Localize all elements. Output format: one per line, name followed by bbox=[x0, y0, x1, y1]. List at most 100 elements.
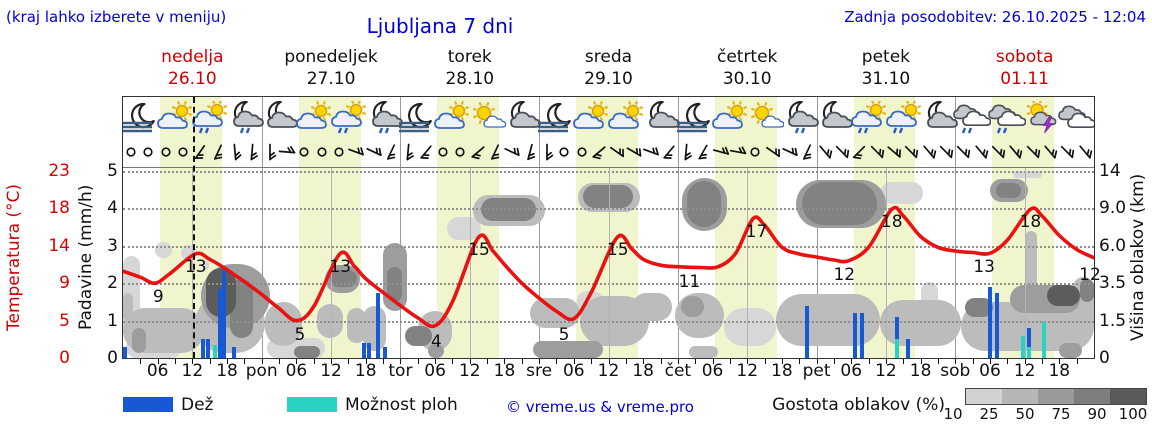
wind-barb-icon bbox=[642, 143, 660, 161]
time-tick bbox=[279, 358, 281, 364]
temperature-axis-title: Temperatura (°C) bbox=[4, 183, 24, 332]
weather-icon-sun-cloud-storm bbox=[1023, 101, 1061, 137]
time-label: 12 bbox=[875, 361, 897, 381]
temp-value-label: 5 bbox=[294, 324, 306, 345]
weather-icon-moon-cloud-rain bbox=[781, 101, 819, 137]
cloud-blob bbox=[428, 344, 444, 358]
time-label: 12 bbox=[458, 361, 481, 381]
rain-bar bbox=[1027, 328, 1032, 358]
rain-bar bbox=[205, 339, 210, 358]
cloud-blob bbox=[680, 296, 704, 317]
temp-value-label: 17 bbox=[745, 221, 768, 242]
shower-bar bbox=[1041, 322, 1046, 358]
time-tick bbox=[1007, 358, 1009, 364]
day-date: 27.10 bbox=[306, 69, 356, 89]
wind-barb-icon bbox=[261, 143, 279, 161]
wind-calm-icon bbox=[123, 143, 140, 161]
rain-bar bbox=[894, 316, 899, 358]
cloud-blob bbox=[154, 242, 173, 258]
wind-barb-icon bbox=[1024, 143, 1042, 161]
time-tick bbox=[799, 358, 801, 364]
wind-barb-icon bbox=[382, 143, 400, 161]
temp-value-label: 15 bbox=[606, 240, 629, 261]
day-abbrev-label: čet bbox=[664, 361, 692, 381]
weather-icon-clouds-rain bbox=[988, 101, 1027, 137]
wind-barb-icon bbox=[868, 143, 886, 161]
wind-barb-icon bbox=[902, 143, 920, 161]
wind-barb-icon bbox=[764, 143, 782, 161]
wind-barb-icon bbox=[972, 143, 990, 161]
time-label: 06 bbox=[979, 361, 1001, 381]
rain-bar bbox=[995, 292, 1000, 358]
time-tick bbox=[903, 358, 905, 364]
time-tick bbox=[175, 358, 177, 364]
time-tick bbox=[591, 358, 593, 364]
rain-bar bbox=[201, 339, 206, 358]
wind-barb-icon bbox=[365, 143, 383, 161]
cloud-density-scale-segment bbox=[1002, 389, 1038, 404]
day-date: 31.10 bbox=[861, 69, 911, 89]
temp-value-label: 13 bbox=[329, 257, 352, 278]
rain-legend-label: Dež bbox=[181, 395, 214, 415]
time-label: 12 bbox=[1013, 361, 1036, 381]
time-tick bbox=[539, 358, 541, 364]
wind-barb-icon bbox=[660, 143, 678, 161]
day-name: sreda bbox=[584, 47, 633, 67]
day-date: 01.11 bbox=[1000, 69, 1049, 89]
wind-barb-icon bbox=[608, 143, 626, 161]
noon-gridline bbox=[1024, 168, 1026, 358]
cloud-density-scale-number: 10 bbox=[943, 405, 963, 423]
credit-link[interactable]: © vreme.us & vreme.pro bbox=[506, 398, 694, 416]
time-tick bbox=[417, 358, 419, 364]
last-update-text: Zadnja posodobitev: 26.10.2025 - 12:04 bbox=[844, 8, 1146, 26]
day-header-sreda: sreda 29.10 bbox=[539, 46, 678, 90]
wind-barb-icon bbox=[989, 143, 1007, 161]
wind-barb-icon bbox=[469, 143, 487, 161]
time-label: 18 bbox=[909, 361, 932, 381]
day-name: sobota bbox=[995, 47, 1054, 67]
wind-barb-icon bbox=[677, 143, 695, 161]
rain-bar bbox=[860, 313, 865, 358]
wind-calm-icon bbox=[157, 143, 175, 161]
day-abbrev-label: tor bbox=[388, 361, 413, 381]
wind-barb-icon bbox=[1076, 143, 1094, 161]
wind-barb-icon bbox=[816, 143, 834, 161]
time-label: 06 bbox=[424, 361, 446, 381]
cloud-blob bbox=[1024, 230, 1038, 289]
wind-barb-icon bbox=[538, 143, 556, 161]
time-tick bbox=[816, 358, 818, 364]
wind-barb-icon bbox=[625, 143, 643, 161]
time-tick bbox=[452, 358, 454, 364]
temp-value-label: 12 bbox=[833, 264, 856, 285]
wind-barb-icon bbox=[399, 143, 417, 161]
rain-bar bbox=[852, 313, 857, 358]
temp-value-label: 13 bbox=[184, 257, 207, 278]
cloud-blob bbox=[131, 328, 147, 353]
day-date: 28.10 bbox=[445, 69, 495, 89]
temp-value-label: 11 bbox=[678, 272, 701, 293]
cloud-density-scale-segment bbox=[1110, 389, 1146, 404]
weather-icon-sun-cloud bbox=[295, 101, 333, 137]
cloud-blob bbox=[724, 307, 777, 346]
cloud-density-scale-bar bbox=[965, 388, 1147, 405]
rain-bar bbox=[222, 270, 227, 358]
weather-icon-sun-cloud-rain bbox=[191, 101, 229, 137]
time-tick bbox=[695, 358, 697, 364]
cloud-height-axis-title: Višina oblakov (km) bbox=[1128, 173, 1148, 342]
rain-legend-swatch bbox=[123, 397, 173, 412]
cloud-density-scale-number: 25 bbox=[979, 405, 999, 423]
cloud-blob bbox=[880, 300, 962, 346]
time-tick bbox=[747, 358, 749, 364]
wind-barb-icon bbox=[1058, 143, 1076, 161]
time-tick bbox=[972, 358, 974, 364]
cloud-density-scale-number: 75 bbox=[1051, 405, 1071, 423]
temp-tick-label: 18 bbox=[48, 198, 70, 219]
temp-tick-label: 23 bbox=[48, 161, 70, 181]
time-tick bbox=[937, 358, 939, 364]
cloud-density-scale-number: 100 bbox=[1118, 405, 1148, 423]
wind-barb-icon bbox=[1006, 143, 1024, 161]
weather-icon-moon-fog bbox=[123, 101, 159, 137]
precip-axis-title: Padavine (mm/h) bbox=[76, 184, 96, 331]
day-abbrev-label: pon bbox=[245, 361, 278, 381]
